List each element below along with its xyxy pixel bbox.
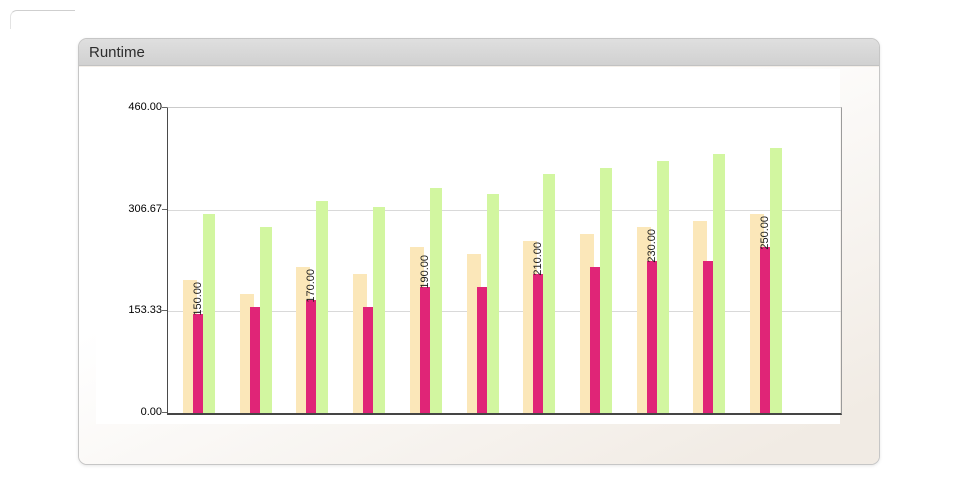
- bar-series-2-group-11: [760, 247, 770, 413]
- background-panel-corner: [10, 10, 75, 29]
- bar-series-3-group-4: [373, 207, 386, 413]
- bar-value-label: 230.00: [645, 228, 658, 263]
- y-axis-tick-mark: [162, 310, 167, 312]
- bar-value-label: 150.00: [192, 281, 204, 316]
- bar-series-3-group-5: [429, 187, 442, 413]
- bar-series-3-group-3: [316, 200, 329, 413]
- panel-header: Runtime: [79, 39, 879, 66]
- bar-series-2-group-9: [646, 260, 657, 413]
- bar-series-2-group-8: [589, 267, 600, 413]
- bar-series-2-group-6: [476, 287, 487, 413]
- runtime-panel: Runtime 150.00 170.00 190.00 210.00 230.00 25…: [78, 38, 880, 465]
- bar-value-label: 250.00: [759, 215, 771, 250]
- bar-series-3-group-10: [713, 154, 726, 413]
- gridline: [168, 311, 841, 313]
- bar-value-label: 210.00: [532, 242, 545, 276]
- chart-canvas: 150.00 170.00 190.00 210.00 230.00 250.00 0.0…: [96, 69, 842, 424]
- y-axis-tick-mark: [162, 412, 167, 413]
- y-axis-tick-label: 153.33: [128, 304, 162, 317]
- y-axis-tick-mark: [162, 107, 167, 108]
- y-axis-tick-label: 306.67: [128, 202, 162, 215]
- bar-series-3-group-11: [770, 147, 782, 413]
- bar-series-3-group-9: [656, 161, 669, 413]
- bar-series-2-group-4: [363, 306, 374, 413]
- bar-series-3-group-1: [203, 214, 215, 413]
- bar-value-label: 190.00: [418, 255, 431, 290]
- bar-series-2-group-5: [419, 287, 430, 413]
- plot-area: 150.00 170.00 190.00 210.00 230.00 250.00: [167, 107, 842, 415]
- bar-series-3-group-8: [599, 167, 612, 413]
- bar-series-2-group-10: [703, 260, 714, 413]
- y-axis-tick-mark: [162, 208, 167, 210]
- bar-series-2-group-2: [249, 306, 260, 413]
- bar-series-3-group-7: [543, 174, 556, 413]
- gridline: [168, 209, 841, 211]
- panel-title: Runtime: [89, 44, 145, 61]
- bar-value-label: 170.00: [305, 268, 318, 303]
- bar-series-2-group-1: [193, 313, 203, 413]
- panel-body: 150.00 170.00 190.00 210.00 230.00 250.00 0.0…: [79, 67, 879, 464]
- bar-series-2-group-3: [306, 300, 317, 413]
- bar-series-3-group-6: [486, 194, 499, 413]
- bar-series-2-group-7: [533, 273, 544, 413]
- y-axis-tick-label: 0.00: [140, 406, 162, 418]
- y-axis-tick-label: 460.00: [128, 101, 162, 113]
- bar-series-3-group-2: [259, 227, 272, 413]
